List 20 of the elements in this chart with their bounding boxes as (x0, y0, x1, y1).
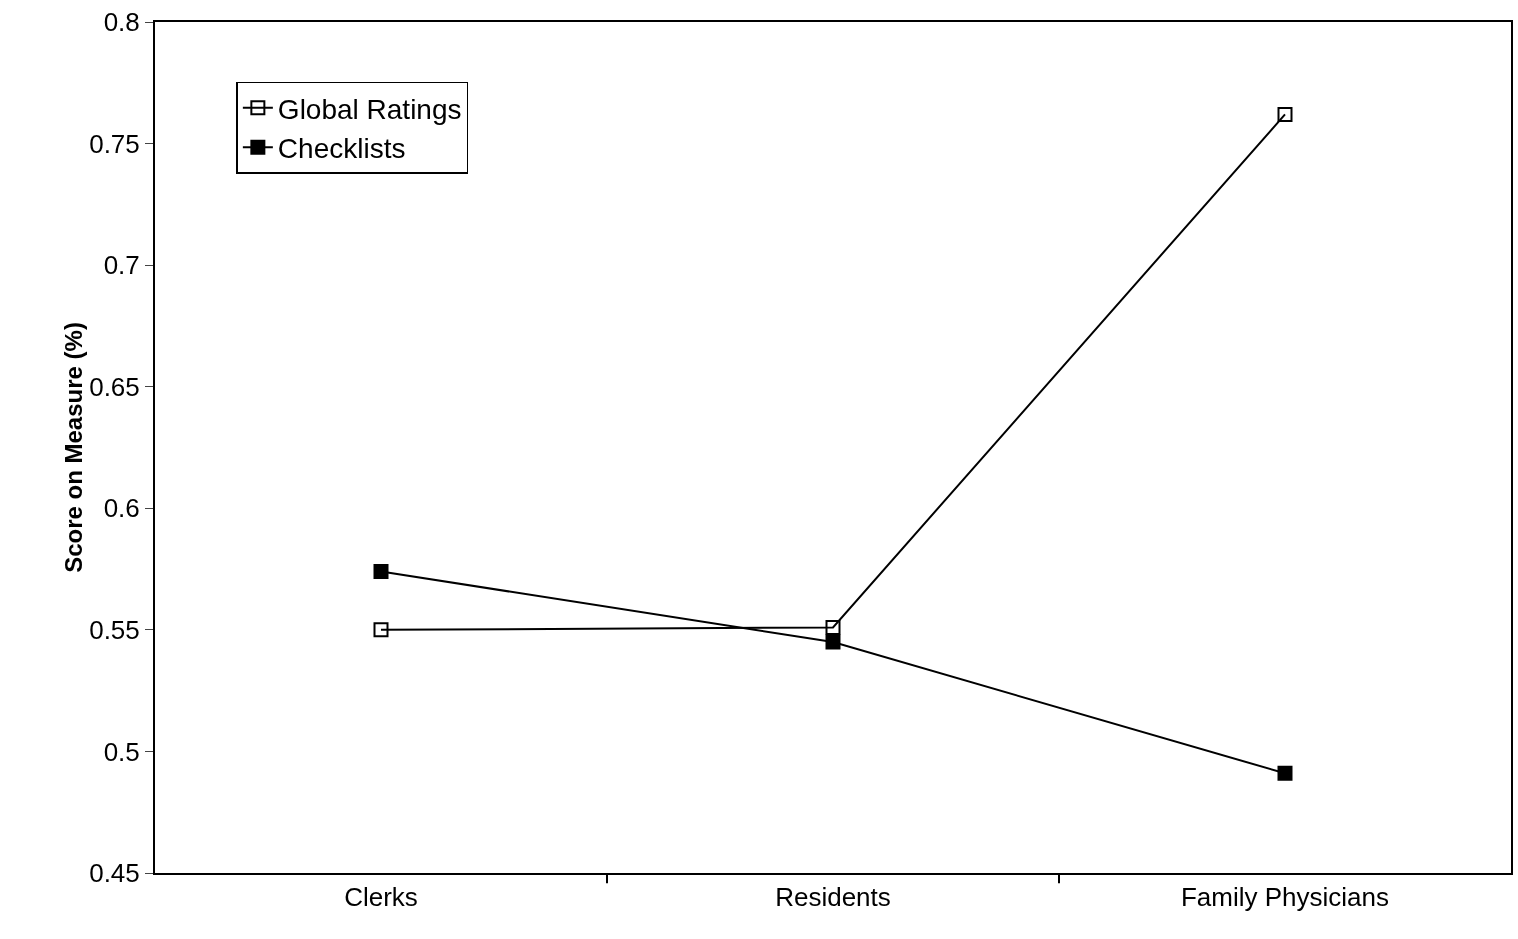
point (1277, 106, 1293, 122)
x-tick-label: Family Physicians (1180, 882, 1390, 913)
y-axis-title: Score on Measure (%) (60, 322, 88, 573)
x-tick-label: Residents (775, 882, 891, 913)
legend-label: Checklists (277, 133, 406, 165)
y-tick-label: 0.5 (103, 736, 140, 767)
y-tick-label: 0.55 (89, 614, 140, 645)
point (825, 634, 841, 650)
y-tick-label: 0.75 (89, 128, 140, 159)
point (1277, 765, 1293, 781)
point (373, 622, 389, 638)
point (825, 619, 841, 635)
y-tick-label: 0.8 (103, 7, 140, 38)
x-tick-label: Clerks (344, 882, 418, 913)
y-tick-label: 0.45 (89, 858, 140, 889)
y-tick-label: 0.7 (103, 250, 140, 281)
y-tick-label: 0.65 (89, 371, 140, 402)
legend-label: Global Ratings (277, 93, 462, 125)
point (373, 564, 389, 579)
y-tick-label: 0.6 (103, 493, 140, 524)
